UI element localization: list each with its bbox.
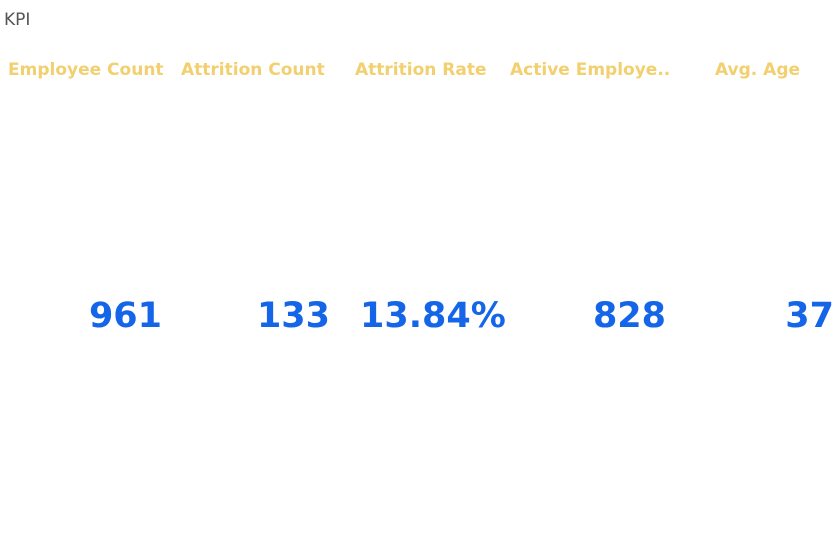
sheet-title: KPI: [4, 10, 31, 30]
kpi-header-employee-count[interactable]: Employee Count: [8, 60, 164, 80]
kpi-value-attrition-rate[interactable]: 13.84%: [360, 296, 506, 336]
kpi-value-avg-age[interactable]: 37: [785, 296, 834, 336]
kpi-header-avg-age[interactable]: Avg. Age: [715, 60, 801, 80]
kpi-header-attrition-count[interactable]: Attrition Count: [181, 60, 325, 80]
kpi-header-attrition-rate[interactable]: Attrition Rate: [355, 60, 487, 80]
kpi-value-employee-count[interactable]: 961: [88, 296, 162, 336]
kpi-value-attrition-count[interactable]: 133: [256, 296, 330, 336]
kpi-header-active-employees[interactable]: Active Employe..: [510, 60, 671, 80]
kpi-value-active-employees[interactable]: 828: [592, 296, 666, 336]
